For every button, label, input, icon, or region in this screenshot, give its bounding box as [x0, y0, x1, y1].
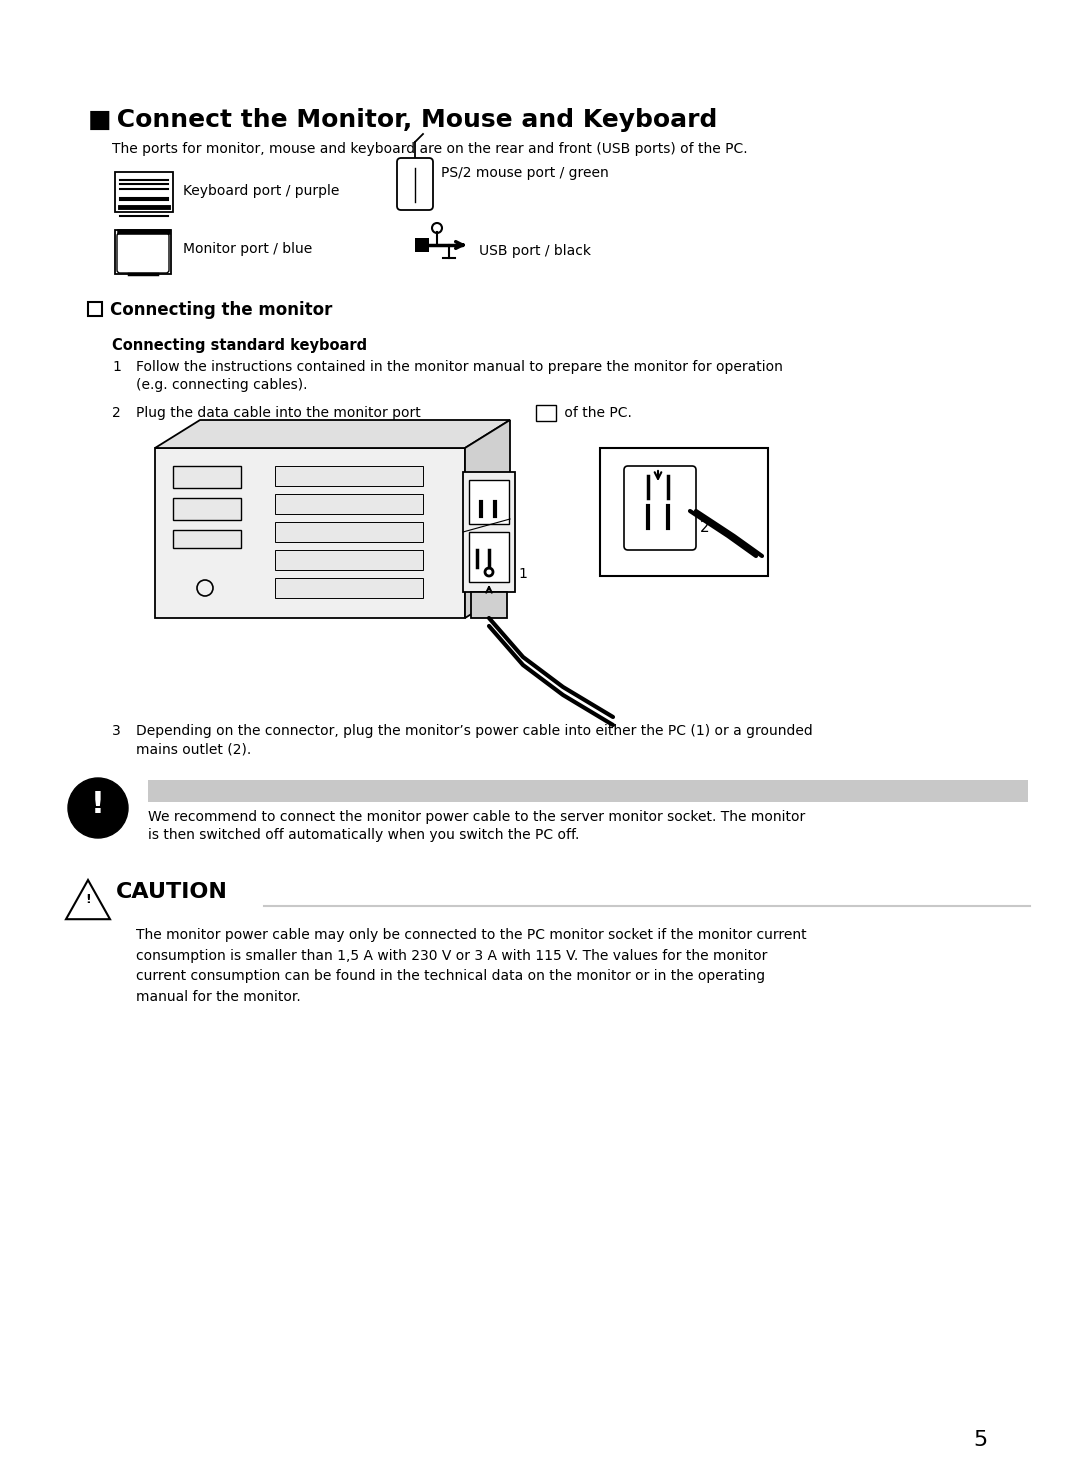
- Text: Connect the Monitor, Mouse and Keyboard: Connect the Monitor, Mouse and Keyboard: [108, 107, 717, 132]
- Text: Connecting the monitor: Connecting the monitor: [110, 302, 333, 319]
- Bar: [116, 174, 172, 210]
- Text: !: !: [91, 790, 105, 818]
- Text: CAUTION: CAUTION: [116, 883, 228, 902]
- Text: Plug the data cable into the monitor port: Plug the data cable into the monitor por…: [136, 406, 421, 421]
- Text: Follow the instructions contained in the monitor manual to prepare the monitor f: Follow the instructions contained in the…: [136, 360, 783, 393]
- Bar: [275, 578, 423, 599]
- Circle shape: [68, 778, 129, 838]
- Bar: [173, 466, 241, 488]
- Bar: [173, 499, 241, 521]
- Bar: [275, 522, 423, 541]
- Polygon shape: [156, 421, 510, 449]
- Text: ■: ■: [87, 107, 111, 132]
- Polygon shape: [465, 421, 510, 618]
- Bar: [415, 238, 429, 252]
- Bar: [148, 780, 1028, 802]
- Text: We recommend to connect the monitor power cable to the server monitor socket. Th: We recommend to connect the monitor powe…: [148, 811, 806, 843]
- Text: PS/2 mouse port / green: PS/2 mouse port / green: [441, 166, 609, 179]
- Polygon shape: [156, 449, 465, 618]
- Text: 2: 2: [112, 406, 121, 421]
- Bar: [536, 405, 556, 421]
- Bar: [114, 229, 171, 274]
- Bar: [600, 449, 768, 577]
- Text: 1: 1: [518, 566, 527, 581]
- Text: The ports for monitor, mouse and keyboard are on the rear and front (USB ports) : The ports for monitor, mouse and keyboar…: [112, 143, 747, 156]
- Bar: [275, 466, 423, 485]
- Bar: [275, 494, 423, 513]
- Bar: [471, 591, 507, 618]
- FancyBboxPatch shape: [397, 157, 433, 210]
- FancyBboxPatch shape: [624, 466, 696, 550]
- Bar: [469, 533, 509, 583]
- Text: Keyboard port / purple: Keyboard port / purple: [183, 184, 339, 199]
- Text: Connecting standard keyboard: Connecting standard keyboard: [112, 338, 367, 353]
- Text: of the PC.: of the PC.: [561, 406, 632, 421]
- Bar: [87, 302, 102, 316]
- Bar: [463, 472, 515, 591]
- Text: USB port / black: USB port / black: [480, 244, 591, 257]
- Text: 1: 1: [112, 360, 121, 374]
- Text: Depending on the connector, plug the monitor’s power cable into either the PC (1: Depending on the connector, plug the mon…: [136, 724, 813, 756]
- Text: The monitor power cable may only be connected to the PC monitor socket if the mo: The monitor power cable may only be conn…: [136, 928, 807, 1003]
- FancyBboxPatch shape: [117, 232, 168, 274]
- Polygon shape: [66, 880, 110, 919]
- Bar: [114, 172, 173, 212]
- Text: !: !: [85, 893, 91, 906]
- Text: 5: 5: [973, 1430, 987, 1450]
- Bar: [469, 480, 509, 524]
- Text: 3: 3: [112, 724, 121, 738]
- Bar: [275, 550, 423, 569]
- Bar: [173, 530, 241, 549]
- Text: Monitor port / blue: Monitor port / blue: [183, 243, 312, 256]
- Text: 2: 2: [700, 521, 710, 535]
